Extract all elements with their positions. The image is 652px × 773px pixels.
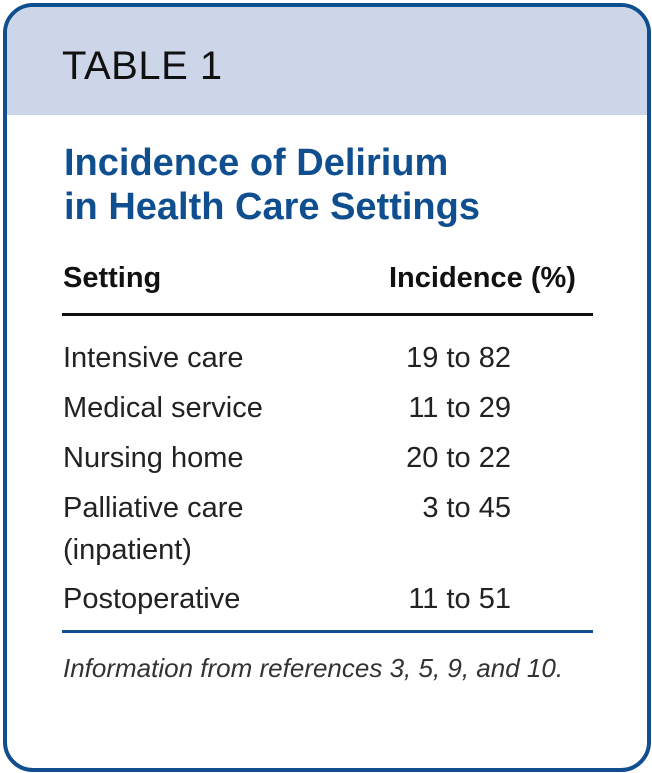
- setting-cell: Intensive care: [63, 342, 244, 374]
- table-title-line-1: Incidence of Delirium: [64, 142, 449, 184]
- column-header-setting: Setting: [63, 262, 162, 294]
- footer-rule: [62, 630, 593, 633]
- setting-cell-line-1: Palliative care: [63, 492, 244, 524]
- setting-cell: Nursing home: [63, 442, 244, 474]
- incidence-cell: 3 to 45: [422, 492, 511, 524]
- setting-cell-line-2: (inpatient): [63, 534, 192, 566]
- incidence-cell: 11 to 51: [408, 583, 511, 615]
- incidence-cell: 20 to 22: [406, 442, 511, 474]
- incidence-cell: 19 to 82: [406, 342, 511, 374]
- incidence-cell: 11 to 29: [408, 392, 511, 424]
- setting-cell: Postoperative: [63, 583, 241, 615]
- table-footnote: Information from references 3, 5, 9, and…: [63, 653, 564, 683]
- table-title-line-2: in Health Care Settings: [64, 186, 480, 228]
- setting-cell: Palliative care (inpatient): [63, 487, 363, 571]
- setting-cell: Medical service: [63, 392, 263, 424]
- header-rule: [62, 313, 593, 316]
- table-card: TABLE 1 Incidence of Delirium in Health …: [3, 3, 651, 772]
- table-number-label: TABLE 1: [62, 44, 223, 88]
- table-header-band: TABLE 1: [7, 7, 647, 115]
- column-header-incidence: Incidence (%): [389, 262, 576, 294]
- table-title: Incidence of Delirium in Health Care Set…: [64, 141, 624, 229]
